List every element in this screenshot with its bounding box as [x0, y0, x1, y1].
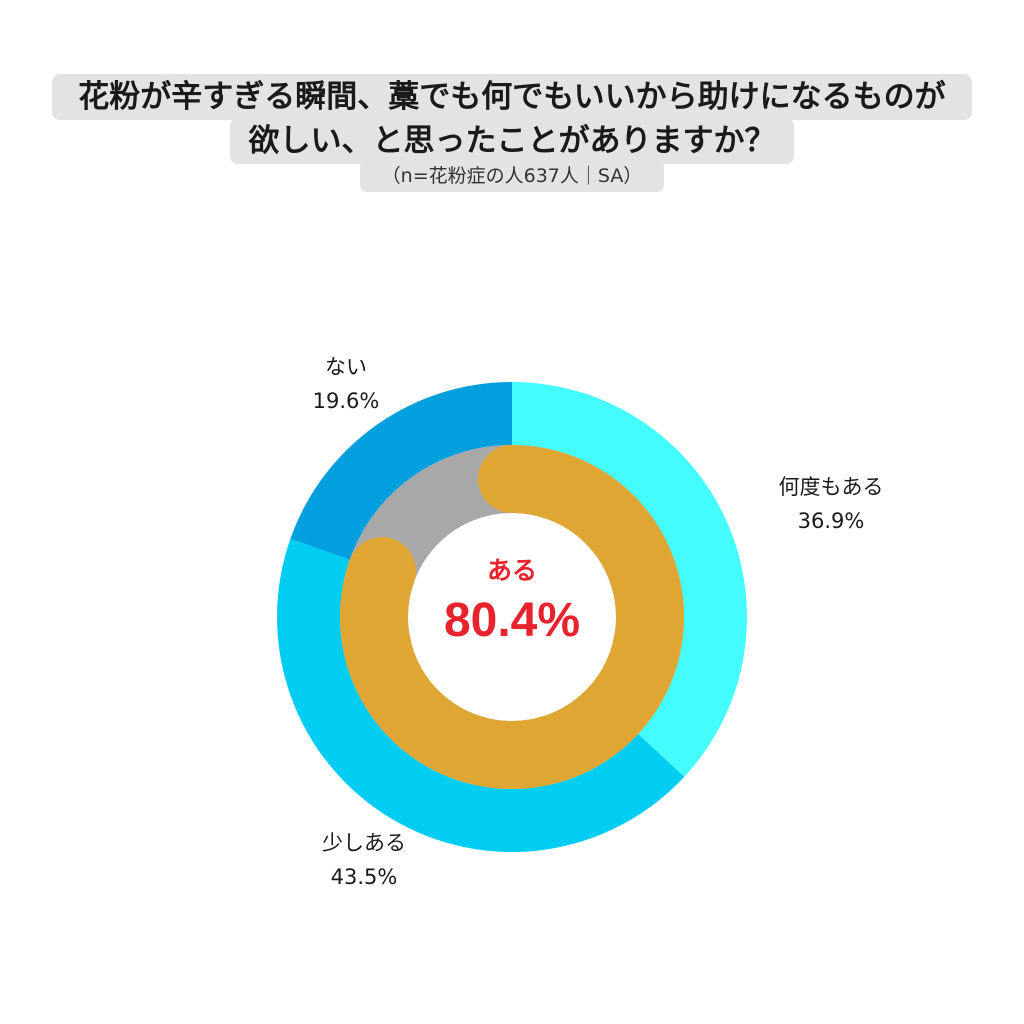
center-value: 80.4% [444, 594, 580, 647]
label-value: 19.6% [312, 389, 380, 413]
center-label: ある [487, 556, 537, 585]
label-name: 何度もある [778, 475, 884, 499]
inner-slice-aru [340, 445, 684, 789]
outer-ring [276, 382, 747, 852]
outer-slice-3 [290, 382, 512, 560]
label-value: 43.5% [330, 865, 398, 889]
legend-label-nai: ない 19.6% [296, 350, 396, 418]
outer-slice-2 [276, 538, 685, 852]
chart-title-line-2: 欲しい、と思ったことがありますか？ [230, 118, 794, 164]
chart-subtitle: （n=花粉症の人637人｜SA） [360, 160, 664, 192]
label-value: 36.9% [797, 509, 865, 533]
chart-title-line-1: 花粉が辛すぎる瞬間、藁でも何でもいいから助けになるものが [52, 74, 972, 120]
label-name: 少しある [322, 831, 406, 855]
outer-slice-1 [512, 382, 747, 777]
legend-label-sukoshi: 少しある 43.5% [304, 826, 424, 894]
legend-label-nandomo: 何度もある 36.9% [760, 470, 902, 538]
inner-ring [340, 445, 684, 789]
label-name: ない [325, 355, 367, 379]
